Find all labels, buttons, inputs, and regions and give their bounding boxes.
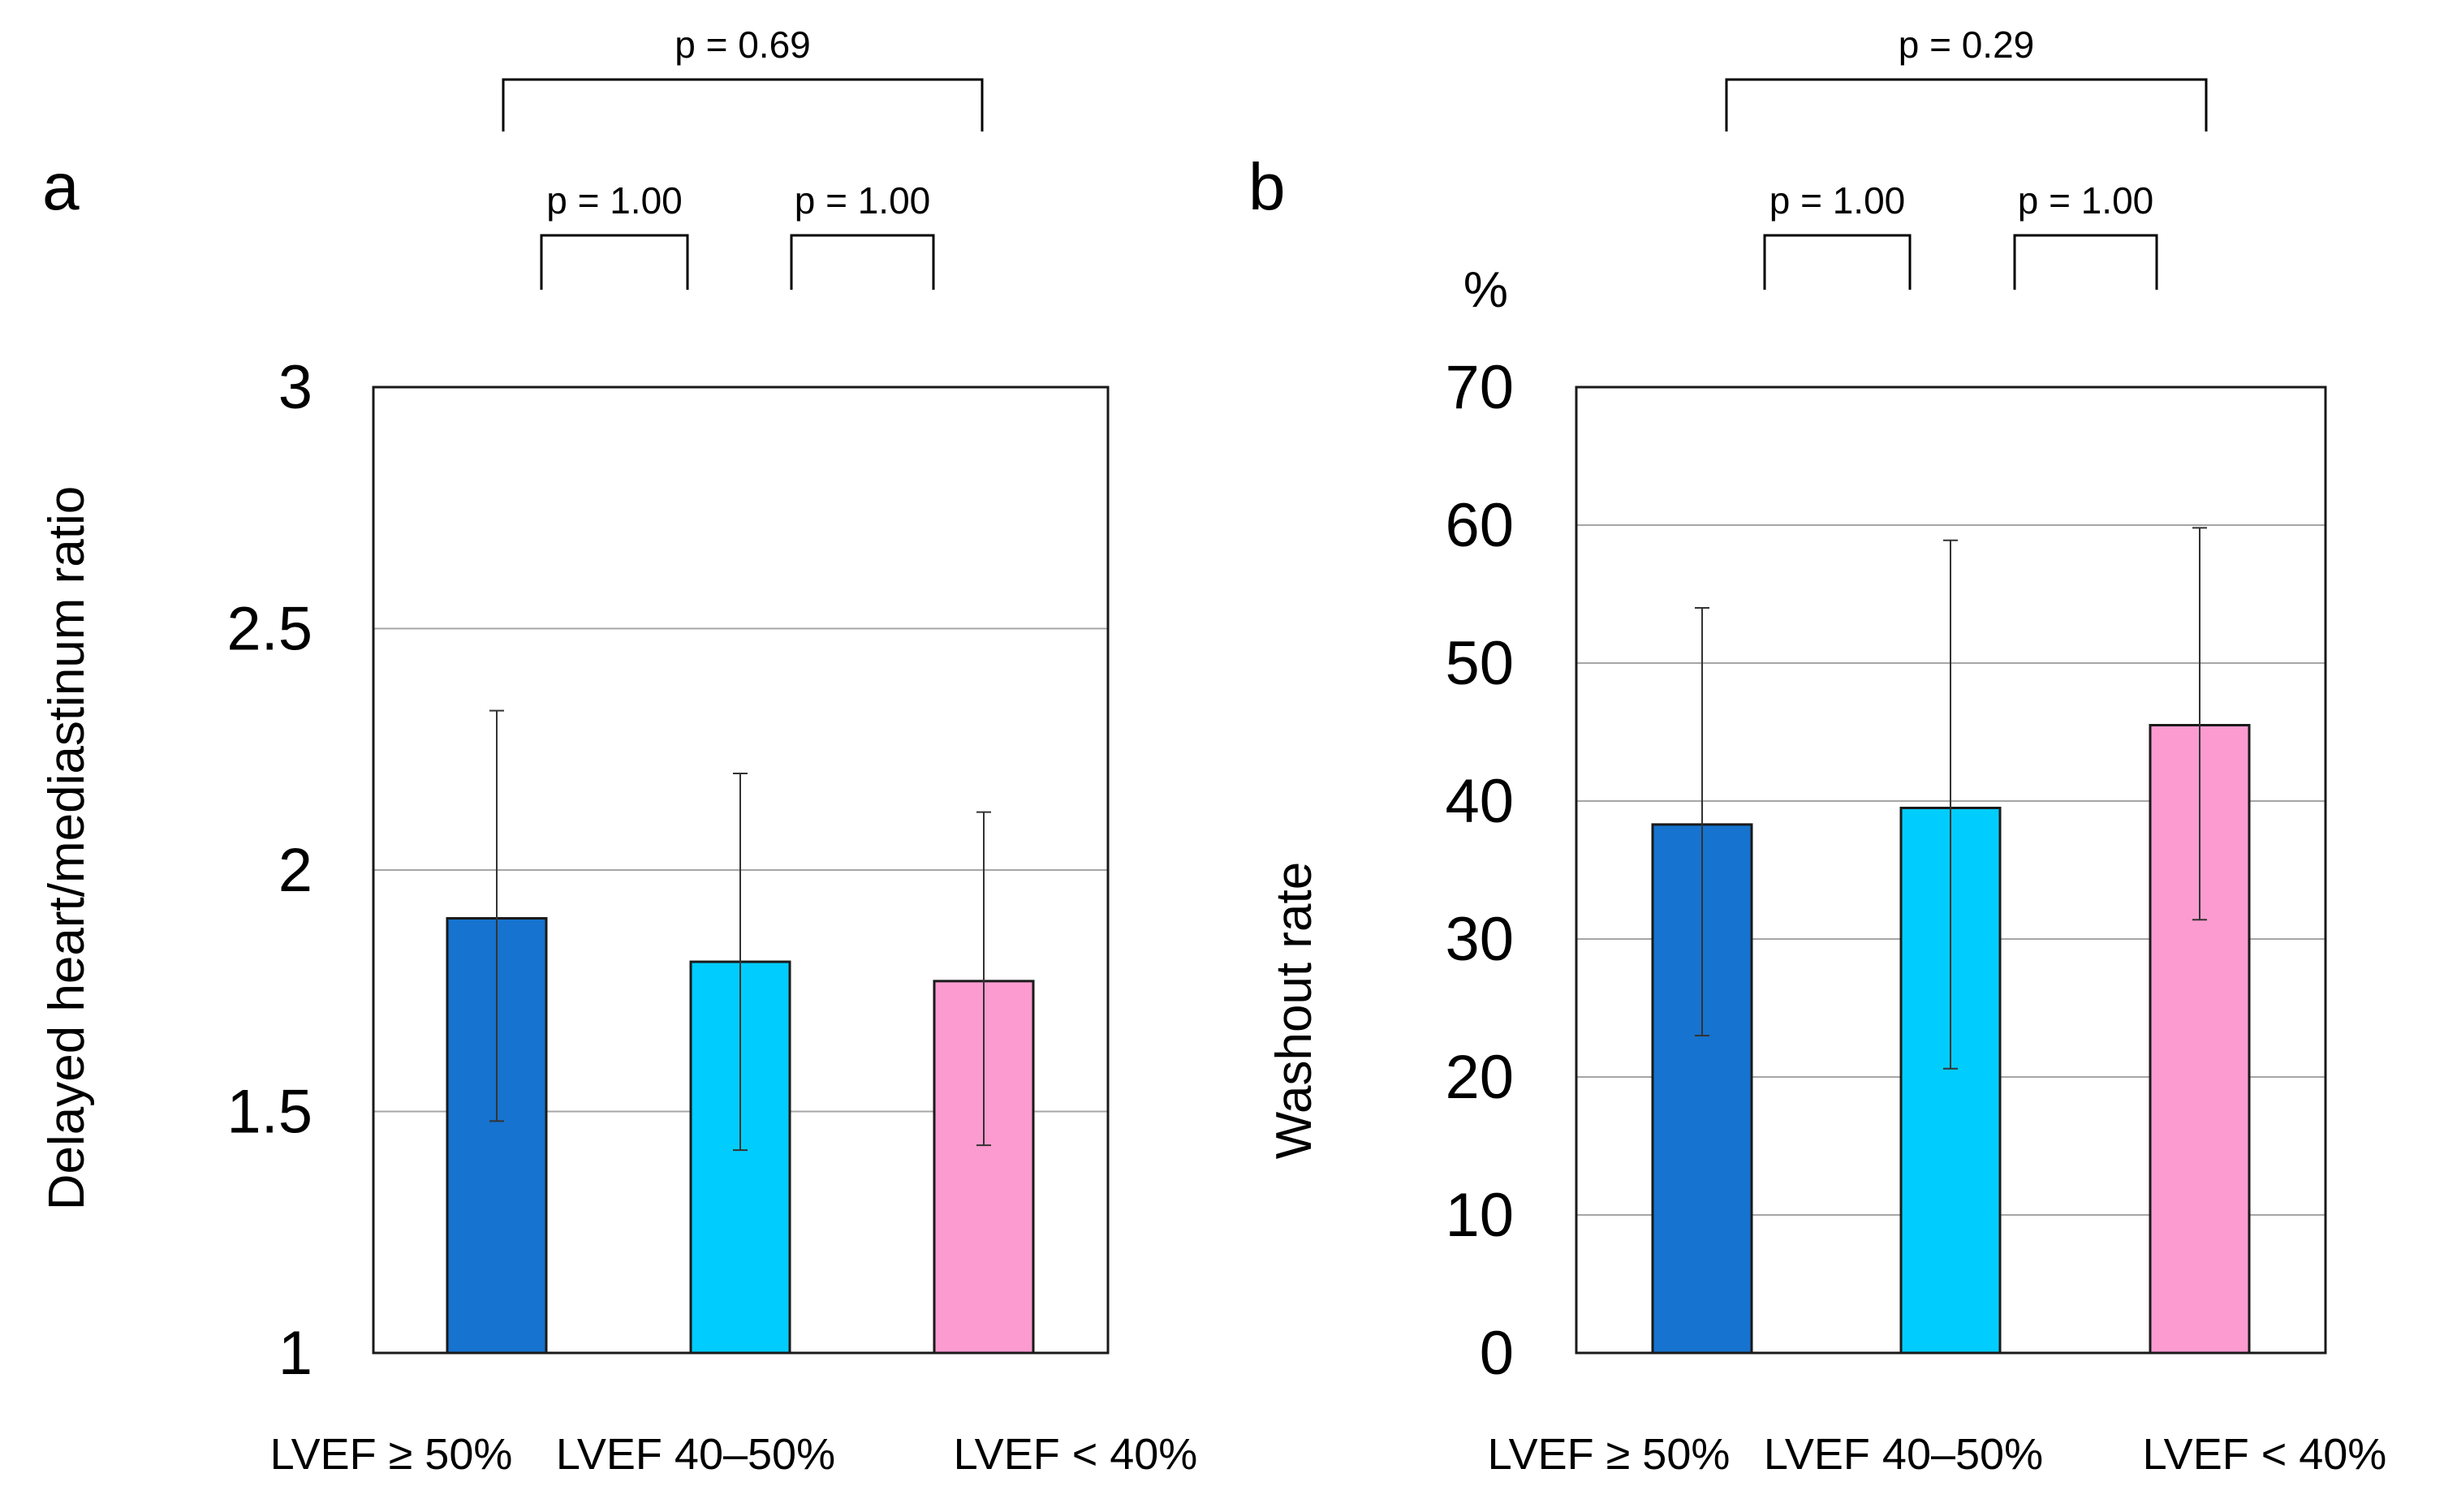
y-axis-title: Delayed heart/mediastinum ratio xyxy=(39,486,95,1211)
x-category-label: LVEF < 40% xyxy=(2143,1430,2387,1479)
y-tick-label: 2 xyxy=(278,836,313,905)
y-tick-label: 30 xyxy=(1445,905,1514,974)
y-tick-label: 1 xyxy=(278,1319,313,1388)
x-category-label: LVEF < 40% xyxy=(954,1430,1198,1479)
p-value-label: p = 1.00 xyxy=(546,179,683,222)
error-bar-2 xyxy=(733,773,748,1152)
significance-bracket-3: p = 0.69 xyxy=(502,24,984,131)
significance-bracket-3: p = 0.29 xyxy=(1725,24,2208,131)
y-tick-label: 60 xyxy=(1445,491,1514,560)
y-tick-label: 0 xyxy=(1480,1319,1514,1388)
x-category-label: LVEF ≥ 50% xyxy=(1488,1430,1731,1479)
x-category-label: LVEF ≥ 50% xyxy=(270,1430,513,1479)
y-tick-label: 70 xyxy=(1445,353,1514,422)
p-value-label: p = 1.00 xyxy=(795,179,931,222)
bracket-line xyxy=(540,234,689,290)
y-tick-label: 3 xyxy=(278,353,313,422)
y-axis-unit: % xyxy=(1463,262,1508,318)
bracket-line xyxy=(2013,234,2158,290)
y-tick-label: 20 xyxy=(1445,1043,1514,1112)
bracket-line xyxy=(502,78,984,131)
error-bar-1 xyxy=(489,709,504,1122)
plot-area xyxy=(1575,386,2327,1355)
significance-bracket-1: p = 1.00 xyxy=(1763,179,1912,290)
significance-bracket-2: p = 1.00 xyxy=(790,179,935,290)
y-axis-title: Washout rate xyxy=(1266,862,1322,1159)
error-bar-3 xyxy=(976,811,991,1147)
plot-area xyxy=(372,386,1110,1355)
p-value-label: p = 0.29 xyxy=(1899,24,2035,66)
p-value-label: p = 1.00 xyxy=(1769,179,1906,222)
y-tick-label: 1.5 xyxy=(226,1078,313,1147)
x-category-label: LVEF 40–50% xyxy=(556,1430,835,1479)
significance-bracket-1: p = 1.00 xyxy=(540,179,689,290)
panel-b: b Washout rate% 70 60 50 40 30 20 10 0 LVEF ≥ 50% L… xyxy=(1248,24,2386,1479)
p-value-label: p = 1.00 xyxy=(2018,179,2154,222)
panel-letter: b xyxy=(1248,150,1286,224)
bracket-line xyxy=(1763,234,1912,290)
y-tick-label: 40 xyxy=(1445,767,1514,836)
y-tick-label: 10 xyxy=(1445,1181,1514,1250)
panel-letter: a xyxy=(42,150,80,224)
panel-a: a Delayed heart/mediastinum ratio 3 2.5 2 1.5… xyxy=(39,24,1197,1479)
p-value-label: p = 0.69 xyxy=(675,24,811,66)
bracket-line xyxy=(790,234,935,290)
error-bar-2 xyxy=(1943,539,1958,1070)
y-tick-label: 2.5 xyxy=(226,595,313,664)
error-bar-1 xyxy=(1695,607,1709,1036)
bracket-line xyxy=(1725,78,2208,131)
x-category-label: LVEF 40–50% xyxy=(1764,1430,2043,1479)
error-bar-3 xyxy=(2192,527,2207,921)
y-tick-label: 50 xyxy=(1445,629,1514,698)
significance-bracket-2: p = 1.00 xyxy=(2013,179,2158,290)
